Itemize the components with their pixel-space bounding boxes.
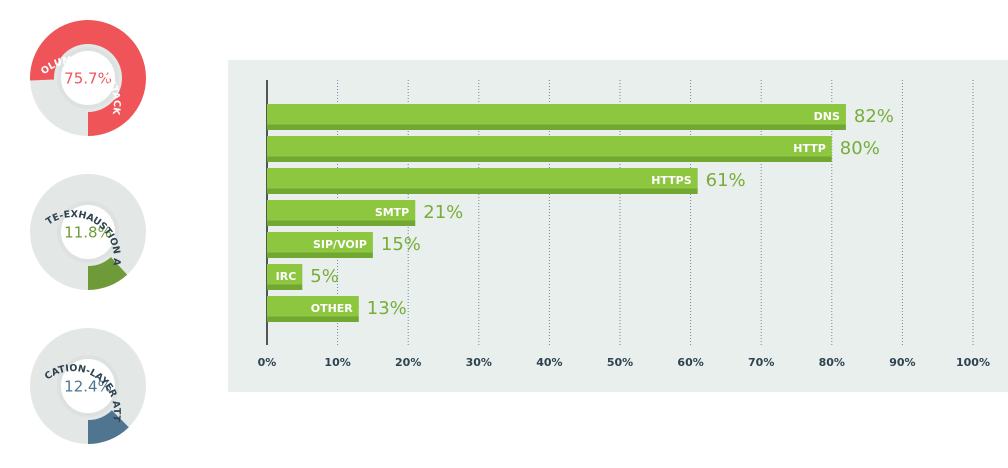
x-tick-label: 0% <box>258 356 277 369</box>
bar-category-label: HTTP <box>793 142 826 155</box>
bar <box>267 168 698 194</box>
bar-category-label: DNS <box>814 110 840 123</box>
bar-value-label: 80% <box>840 138 880 159</box>
bar-value-label: 5% <box>310 266 339 287</box>
x-tick-label: 80% <box>819 356 845 369</box>
bar-category-label: IRC <box>276 270 297 283</box>
bar-value-label: 21% <box>423 202 463 223</box>
x-tick-label: 60% <box>677 356 703 369</box>
bar <box>267 232 373 258</box>
donut-value-label: 12.4% <box>64 378 112 396</box>
x-tick-label: 30% <box>466 356 492 369</box>
bar-category-label: HTTPS <box>651 174 692 187</box>
donut-value-label: 75.7% <box>64 70 112 88</box>
x-tick-label: 90% <box>889 356 915 369</box>
bar <box>267 264 303 290</box>
donut-center <box>57 355 119 417</box>
donut-segment <box>29 20 147 136</box>
x-tick-label: 20% <box>395 356 421 369</box>
bar-value-label: 82% <box>854 106 894 127</box>
x-tick-label: 40% <box>536 356 562 369</box>
bar <box>267 296 359 322</box>
bar <box>267 200 416 226</box>
x-tick-label: 70% <box>748 356 774 369</box>
bar-value-label: 13% <box>367 298 407 319</box>
x-tick-label: 10% <box>324 356 350 369</box>
donut-center <box>57 201 119 263</box>
x-tick-label: 50% <box>607 356 633 369</box>
bar-category-label: SIP/VOIP <box>313 238 367 251</box>
bar-value-label: 61% <box>706 170 746 191</box>
x-tick-label: 100% <box>956 356 990 369</box>
donut-center <box>57 47 119 109</box>
bar <box>267 136 832 162</box>
donut-segment <box>88 257 128 290</box>
bar-category-label: OTHER <box>311 302 354 315</box>
donut-value-label: 11.8% <box>64 224 112 242</box>
bar-category-label: SMTP <box>375 206 409 219</box>
bar <box>267 104 846 130</box>
bar-value-label: 15% <box>381 234 421 255</box>
donut-segment <box>88 410 129 444</box>
